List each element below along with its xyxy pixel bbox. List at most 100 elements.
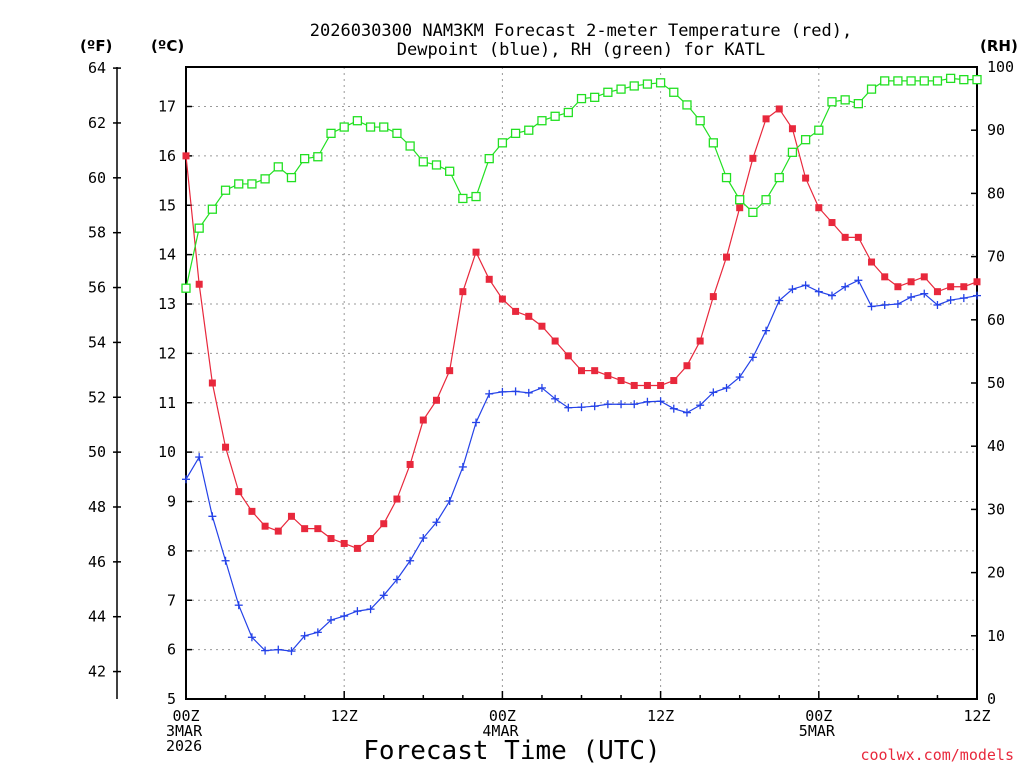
rh-point [484,153,494,164]
2-meter-temperature-point [301,525,309,533]
dewpoint-point [234,601,243,610]
celsius-tick-label: 9 [167,493,176,511]
rh-point [365,122,376,132]
2-meter-temperature-point [657,381,665,389]
fahrenheit-tick-label: 54 [88,333,106,351]
fahrenheit-tick-label: 64 [88,59,106,77]
dewpoint-point [735,373,744,382]
2-meter-temperature-point [815,204,823,212]
dewpoint-point [630,400,639,409]
rh-point [945,73,956,84]
rh-tick-label: 100 [987,58,1014,76]
2-meter-temperature-point [512,307,520,315]
dewpoint-point [379,591,388,600]
fahrenheit-tick-label: 56 [88,279,106,297]
rh-point [721,172,732,183]
2-meter-temperature-point [195,280,203,288]
dewpoint-point [551,394,560,403]
dewpoint-point [366,605,375,614]
time-tick-label: 00Z [805,707,832,725]
fahrenheit-tick-label: 44 [88,608,106,626]
chart-title-line1: 2026030300 NAM3KM Forecast 2-meter Tempe… [310,21,852,41]
celsius-tick-label: 7 [167,591,176,609]
rh-point [273,162,283,172]
2-meter-temperature-point [340,539,348,547]
dewpoint-point [893,300,902,308]
dewpoint-point [696,401,705,410]
rh-point [761,195,771,205]
dewpoint-point [827,291,836,300]
2-meter-temperature-point [393,495,401,503]
dewpoint-point [195,453,204,462]
chart-title-line2: Dewpoint (blue), RH (green) for KATL [397,40,765,60]
2-meter-temperature-point [696,337,704,345]
celsius-tick-label: 16 [158,147,176,165]
2-meter-temperature-point [749,154,757,162]
rh-point [576,93,587,104]
2-meter-temperature-point [894,283,902,291]
2-meter-temperature-point [182,152,190,160]
2-meter-temperature-point [933,288,941,296]
dewpoint-point [182,475,190,484]
rh-point [418,157,428,167]
2-meter-temperature-point [353,544,361,552]
rh-point [866,84,877,94]
fahrenheit-tick-label: 62 [88,114,106,132]
dewpoint-point [854,276,863,285]
2-meter-temperature-point [630,381,638,389]
2-meter-temperature-point [868,258,876,266]
2-meter-temperature-point [380,520,388,528]
rh-point [510,128,521,139]
rh-point [959,74,969,85]
rh-point [932,76,943,86]
2-meter-temperature-point [248,507,256,515]
2-meter-temperature-point [709,293,717,301]
rh-point [708,138,718,148]
rh-point [774,172,784,183]
rh-point [497,138,508,148]
rh-point [853,99,863,109]
dewpoint-point [524,388,533,397]
dewpoint-point [841,282,850,291]
rh-point [313,152,323,162]
time-tick-label: 12Z [647,707,674,725]
dewpoint-point [432,518,441,527]
2-meter-temperature-point [854,233,862,241]
2-meter-temperature-point [775,105,783,113]
rh-point [194,223,204,233]
2-meter-temperature-point [578,367,585,375]
2-meter-temperature-point [973,278,981,286]
2-meter-temperature-point [551,337,559,345]
rh-point [814,125,824,135]
2-meter-temperature-point [261,522,269,530]
2-meter-temperature-line [185,108,978,550]
2-meter-temperature-point [222,443,230,451]
2-meter-temperature-point [960,283,968,291]
rh-point [563,107,573,118]
dewpoint-point [933,300,942,309]
rh-point [299,153,310,164]
rh-point [220,185,231,195]
2-meter-temperature-point [762,115,770,123]
rh-point [695,116,705,126]
dewpoint-point [340,612,349,621]
dewpoint-line [185,279,978,652]
dewpoint-point [907,293,916,302]
dewpoint-point [564,403,573,412]
2-meter-temperature-point [788,125,796,133]
dewpoint-point [880,300,889,309]
dewpoint-point [801,281,810,290]
rh-point [629,81,639,91]
2-meter-temperature-point [841,233,849,241]
rh-point [603,87,613,97]
dewpoint-point [617,400,626,409]
2-meter-temperature-point [498,295,506,303]
rh-tick-label: 10 [987,627,1005,645]
celsius-tick-label: 13 [158,295,176,313]
2-meter-temperature-point [564,352,572,360]
dewpoint-point [392,575,401,584]
rh-point [840,95,850,105]
rh-tick-label: 90 [987,121,1005,139]
rh-point [906,76,916,86]
dewpoint-point [709,388,718,397]
